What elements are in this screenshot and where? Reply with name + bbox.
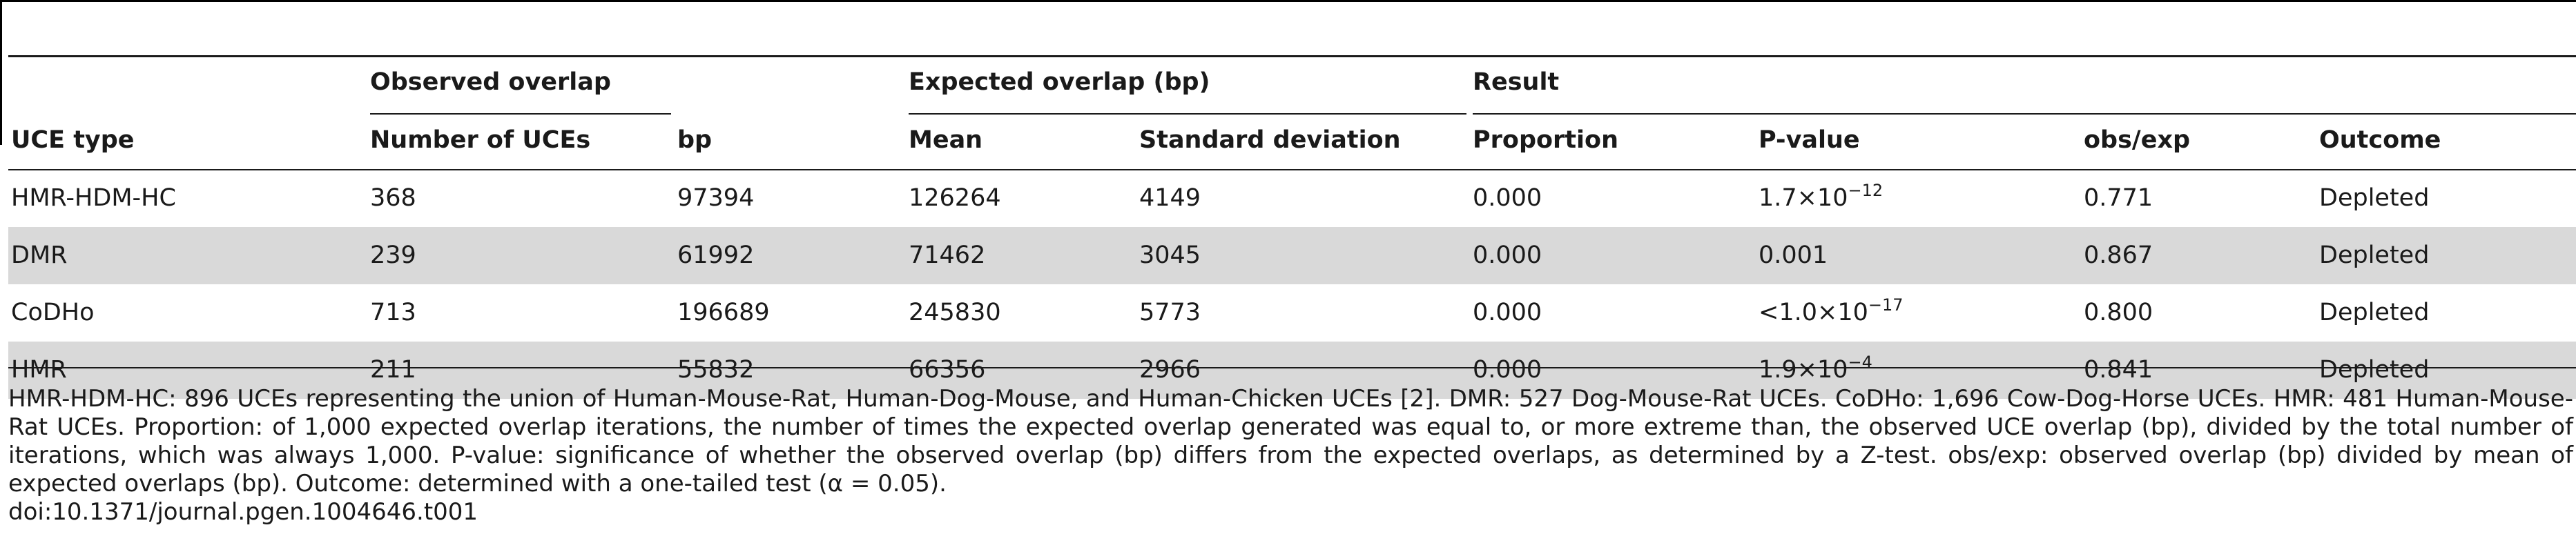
p-value-exponent: −12 — [1848, 181, 1883, 200]
cell-uce-type: CoDHo — [11, 299, 95, 326]
table-top-rule — [8, 55, 2576, 57]
table-row: CoDHo 713 196689 245830 5773 0.000 <1.0×… — [0, 284, 2576, 342]
table-footnote: HMR-HDM-HC: 896 UCEs representing the un… — [8, 385, 2573, 497]
header-bottom-rule — [8, 169, 2576, 170]
p-value-base: 1.7×10 — [1759, 184, 1848, 212]
group-rule-result — [1473, 113, 2576, 115]
cell-outcome: Depleted — [2319, 356, 2430, 384]
group-rule-observed — [370, 113, 671, 115]
cell-p-value: <1.0×10−17 — [1759, 297, 1904, 326]
cell-proportion: 0.000 — [1473, 299, 1542, 326]
col-header-p-value: P-value — [1759, 126, 1860, 154]
row-shading-4 — [8, 342, 2576, 399]
cell-standard-deviation: 5773 — [1139, 299, 1201, 326]
cell-standard-deviation: 2966 — [1139, 356, 1201, 384]
cell-p-value: 1.9×10−4 — [1759, 353, 1872, 384]
frame-top-border — [0, 0, 2576, 2]
cell-p-value: 0.001 — [1759, 241, 1828, 269]
cell-number-of-uces: 368 — [370, 184, 416, 212]
p-value-base: 1.9×10 — [1759, 356, 1848, 384]
cell-uce-type: DMR — [11, 241, 68, 269]
p-value-exponent: −17 — [1868, 295, 1904, 315]
cell-proportion: 0.000 — [1473, 184, 1542, 212]
cell-number-of-uces: 713 — [370, 299, 416, 326]
group-header-expected: Expected overlap (bp) — [909, 68, 1210, 96]
col-header-number-of-uces: Number of UCEs — [370, 126, 591, 154]
cell-number-of-uces: 239 — [370, 241, 416, 269]
cell-outcome: Depleted — [2319, 299, 2430, 326]
col-header-proportion: Proportion — [1473, 126, 1619, 154]
cell-proportion: 0.000 — [1473, 356, 1542, 384]
cell-outcome: Depleted — [2319, 241, 2430, 269]
cell-mean: 245830 — [909, 299, 1001, 326]
cell-outcome: Depleted — [2319, 184, 2430, 212]
cell-obs-exp: 0.800 — [2084, 299, 2153, 326]
p-value-base: 0.001 — [1759, 241, 1828, 269]
col-header-bp: bp — [677, 126, 713, 154]
col-header-outcome: Outcome — [2319, 126, 2441, 154]
cell-p-value: 1.7×10−12 — [1759, 181, 1883, 212]
cell-standard-deviation: 3045 — [1139, 241, 1201, 269]
cell-proportion: 0.000 — [1473, 241, 1542, 269]
cell-number-of-uces: 211 — [370, 356, 416, 384]
col-header-mean: Mean — [909, 126, 983, 154]
table-bottom-rule — [8, 367, 2576, 368]
cell-uce-type: HMR — [11, 356, 67, 384]
frame-left-border — [0, 0, 2, 145]
table-row: HMR-HDM-HC 368 97394 126264 4149 0.000 1… — [0, 170, 2576, 227]
cell-standard-deviation: 4149 — [1139, 184, 1201, 212]
col-header-standard-deviation: Standard deviation — [1139, 126, 1401, 154]
row-shading-2 — [8, 227, 2576, 284]
cell-bp: 61992 — [677, 241, 755, 269]
cell-obs-exp: 0.867 — [2084, 241, 2153, 269]
cell-obs-exp: 0.841 — [2084, 356, 2153, 384]
doi-link[interactable]: doi:10.1371/journal.pgen.1004646.t001 — [8, 498, 478, 526]
group-header-observed: Observed overlap — [370, 68, 611, 96]
table-row: DMR 239 61992 71462 3045 0.000 0.001 0.8… — [0, 227, 2576, 284]
p-value-base: <1.0×10 — [1759, 299, 1868, 326]
cell-bp: 97394 — [677, 184, 755, 212]
group-header-result: Result — [1473, 68, 1560, 96]
cell-mean: 126264 — [909, 184, 1001, 212]
cell-mean: 66356 — [909, 356, 986, 384]
group-rule-expected — [909, 113, 1466, 115]
p-value-exponent: −4 — [1848, 353, 1872, 372]
col-header-uce-type: UCE type — [11, 126, 135, 154]
cell-uce-type: HMR-HDM-HC — [11, 184, 176, 212]
cell-mean: 71462 — [909, 241, 986, 269]
cell-obs-exp: 0.771 — [2084, 184, 2153, 212]
cell-bp: 55832 — [677, 356, 755, 384]
cell-bp: 196689 — [677, 299, 770, 326]
col-header-obs-exp: obs/exp — [2084, 126, 2191, 154]
table-row: HMR 211 55832 66356 2966 0.000 1.9×10−4 … — [0, 342, 2576, 399]
